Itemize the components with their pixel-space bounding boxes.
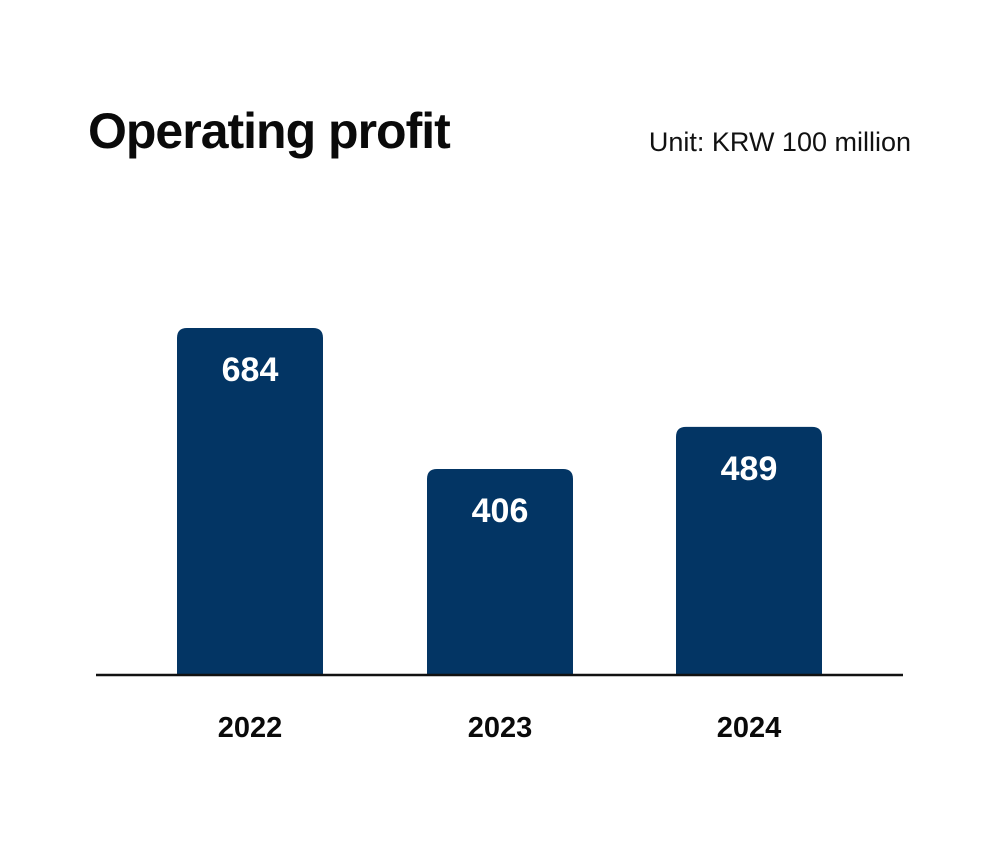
x-tick-labels: 2022 2023 2024 xyxy=(218,712,782,744)
bars xyxy=(177,328,822,675)
bar-2024 xyxy=(676,426,822,675)
data-labels: 684 406 489 xyxy=(222,351,778,530)
x-tick-2024: 2024 xyxy=(717,712,782,744)
chart-title: Operating profit xyxy=(88,103,451,159)
bar-2023 xyxy=(427,469,573,675)
data-label-2023: 406 xyxy=(472,492,529,530)
data-label-2022: 684 xyxy=(222,351,279,389)
data-label-2024: 489 xyxy=(721,450,778,488)
x-tick-2023: 2023 xyxy=(468,712,533,744)
x-tick-2022: 2022 xyxy=(218,712,283,744)
bar-2022 xyxy=(177,328,323,675)
unit-label: Unit: KRW 100 million xyxy=(648,127,911,157)
